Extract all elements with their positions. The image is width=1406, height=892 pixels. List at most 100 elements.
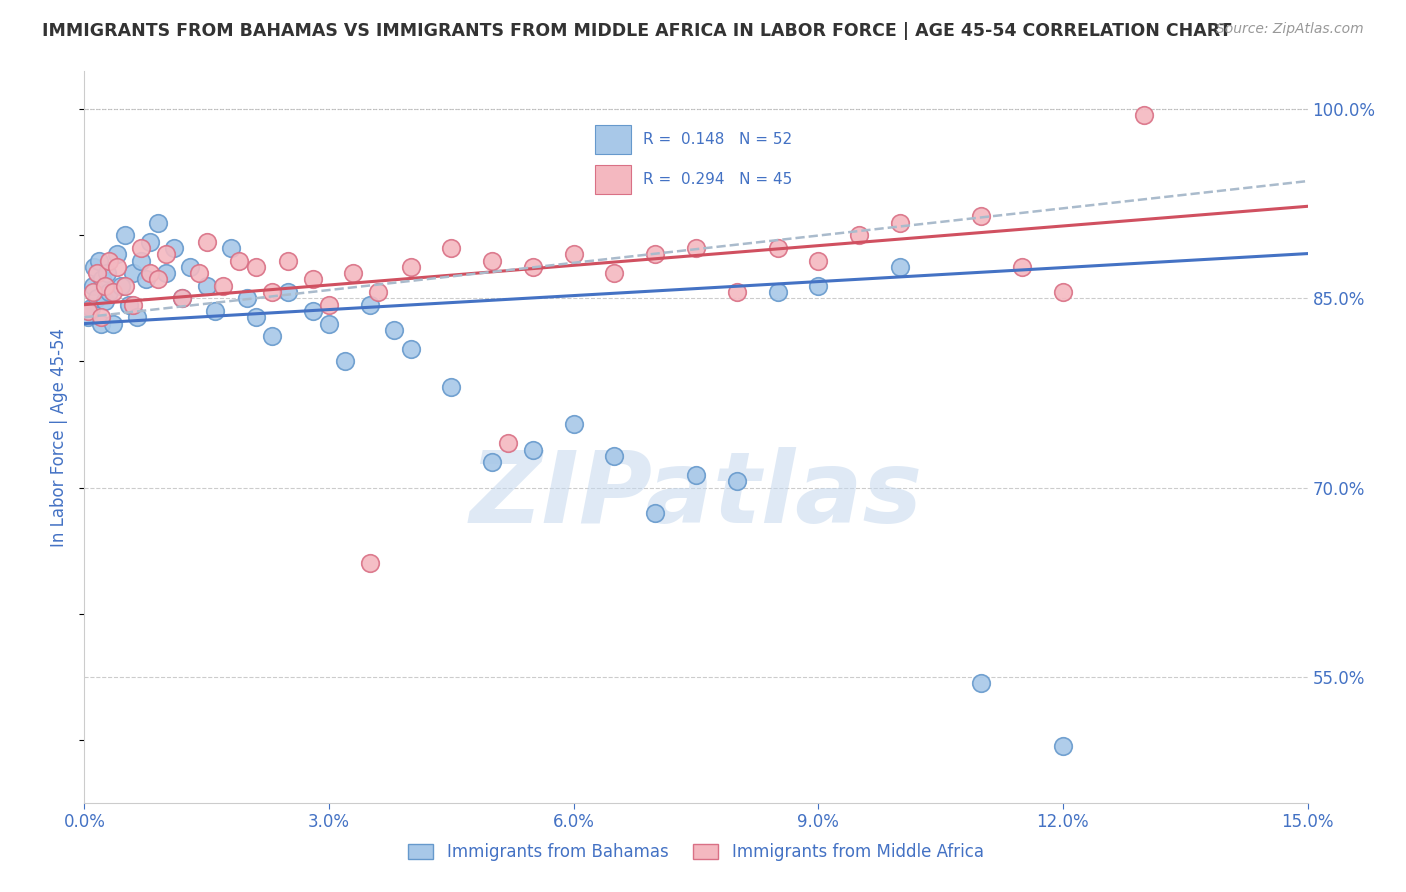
Point	[122, 266, 145, 280]
Point	[105, 247, 128, 261]
Point	[1011, 260, 1033, 274]
Bar	[595, 165, 631, 194]
Point	[105, 260, 128, 274]
Point	[889, 216, 911, 230]
Point	[301, 272, 323, 286]
Point	[318, 317, 340, 331]
Point	[481, 455, 503, 469]
Text: R =  0.294   N = 45: R = 0.294 N = 45	[643, 172, 792, 186]
Point	[382, 323, 405, 337]
Point	[114, 228, 136, 243]
Point	[367, 285, 389, 299]
Point	[228, 253, 250, 268]
Point	[87, 253, 110, 268]
Point	[889, 260, 911, 274]
Point	[359, 556, 381, 570]
Point	[195, 278, 218, 293]
Point	[766, 285, 789, 299]
Point	[122, 298, 145, 312]
Point	[172, 291, 194, 305]
Point	[498, 436, 520, 450]
Point	[97, 285, 120, 299]
Point	[1052, 739, 1074, 753]
Point	[1133, 108, 1156, 122]
Point	[562, 247, 585, 261]
Point	[399, 260, 422, 274]
Point	[359, 298, 381, 312]
Point	[342, 266, 364, 280]
Point	[440, 379, 463, 393]
Point	[146, 216, 169, 230]
Point	[219, 241, 242, 255]
Text: IMMIGRANTS FROM BAHAMAS VS IMMIGRANTS FROM MIDDLE AFRICA IN LABOR FORCE | AGE 45: IMMIGRANTS FROM BAHAMAS VS IMMIGRANTS FR…	[42, 22, 1232, 40]
Point	[82, 278, 104, 293]
Point	[163, 241, 186, 255]
Point	[110, 278, 132, 293]
Point	[522, 442, 544, 457]
Point	[138, 266, 160, 280]
Point	[301, 304, 323, 318]
Point	[399, 342, 422, 356]
Point	[335, 354, 357, 368]
Point	[131, 253, 153, 268]
Text: Source: ZipAtlas.com: Source: ZipAtlas.com	[1216, 22, 1364, 37]
Point	[644, 247, 666, 261]
Point	[155, 266, 177, 280]
Point	[83, 260, 105, 274]
Point	[93, 278, 115, 293]
Point	[318, 298, 340, 312]
Point	[725, 285, 748, 299]
Point	[212, 278, 235, 293]
Point	[603, 266, 626, 280]
Point	[522, 260, 544, 274]
Point	[135, 272, 157, 286]
Point	[80, 301, 103, 316]
Point	[807, 278, 830, 293]
Point	[90, 310, 112, 325]
Point	[603, 449, 626, 463]
Point	[101, 317, 124, 331]
Point	[562, 417, 585, 432]
Point	[970, 676, 993, 690]
Point	[766, 241, 789, 255]
Point	[96, 266, 118, 280]
Point	[82, 285, 104, 299]
Point	[440, 241, 463, 255]
Point	[86, 291, 108, 305]
Point	[725, 474, 748, 488]
Point	[481, 253, 503, 268]
Y-axis label: In Labor Force | Age 45-54: In Labor Force | Age 45-54	[51, 327, 69, 547]
Point	[97, 253, 120, 268]
Text: R =  0.148   N = 52: R = 0.148 N = 52	[643, 132, 792, 146]
Point	[277, 285, 299, 299]
Point	[204, 304, 226, 318]
Text: ZIPatlas: ZIPatlas	[470, 447, 922, 544]
Point	[114, 278, 136, 293]
Point	[848, 228, 870, 243]
Point	[245, 310, 267, 325]
Point	[77, 310, 100, 325]
Point	[260, 329, 283, 343]
Point	[155, 247, 177, 261]
Bar	[595, 125, 631, 154]
Point	[245, 260, 267, 274]
Point	[644, 506, 666, 520]
Point	[807, 253, 830, 268]
Point	[146, 272, 169, 286]
Point	[131, 241, 153, 255]
Point	[90, 317, 112, 331]
Point	[236, 291, 259, 305]
Point	[260, 285, 283, 299]
Point	[127, 310, 149, 325]
Point	[93, 293, 115, 308]
Point	[187, 266, 209, 280]
Point	[77, 304, 100, 318]
Point	[1052, 285, 1074, 299]
Point	[195, 235, 218, 249]
Point	[685, 467, 707, 482]
Point	[91, 272, 114, 286]
Legend: Immigrants from Bahamas, Immigrants from Middle Africa: Immigrants from Bahamas, Immigrants from…	[402, 837, 990, 868]
Point	[172, 291, 194, 305]
Point	[179, 260, 201, 274]
Point	[101, 285, 124, 299]
